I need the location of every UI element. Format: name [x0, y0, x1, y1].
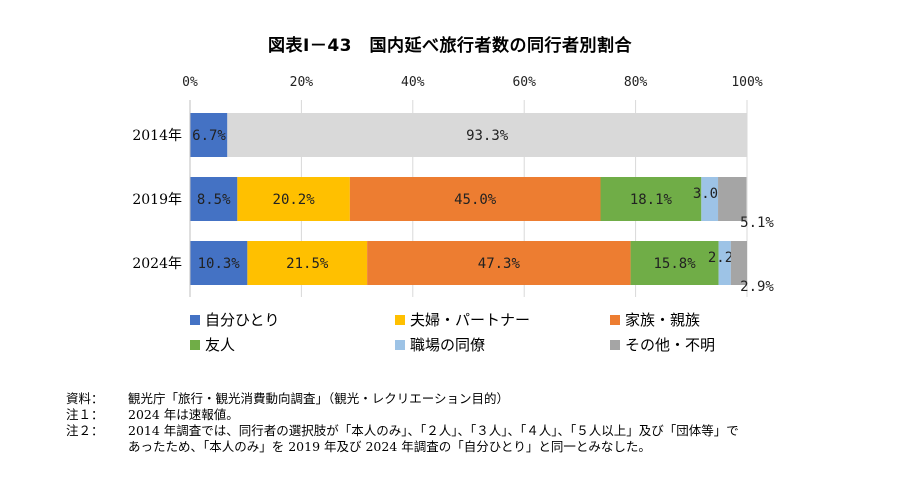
data-label: 20.2%	[273, 192, 316, 208]
bar-segment	[718, 177, 747, 221]
data-label: 2.9%	[740, 279, 774, 295]
data-label: 21.5%	[286, 256, 329, 272]
data-label: 6.7%	[192, 128, 226, 144]
bar-segment	[600, 177, 702, 221]
legend-swatch	[610, 314, 620, 325]
chart-title: 図表Ⅰ－43 国内延べ旅行者数の同行者別割合	[268, 36, 632, 56]
legend-item: その他・不明	[610, 334, 715, 355]
data-label: 45.0%	[454, 192, 497, 208]
category-label: 2014年	[132, 128, 182, 144]
note-1-label: 注１：	[66, 407, 104, 422]
legend-swatch	[395, 339, 405, 350]
source-note: 資料： 観光庁「旅行・観光消費動向調査」（観光・レクリエーション目的）	[66, 391, 886, 407]
legend-label: 家族・親族	[625, 311, 701, 329]
bar-segment	[190, 241, 248, 285]
bar-segment	[630, 241, 719, 285]
data-label: 15.8%	[654, 256, 697, 272]
note-1-text: 2024 年は速報値。	[128, 407, 239, 422]
legend-item: 自分ひとり	[190, 309, 280, 330]
note-2-text: 2014 年調査では、同行者の選択肢が「本人のみ」、「２人」、「３人」、「４人」…	[128, 423, 739, 438]
stacked-bar-chart: 0% 20% 40% 60% 80% 100% 2014年 2019年 2024年 6.7% 93.…	[132, 75, 774, 297]
category-label: 2019年	[132, 192, 182, 208]
data-label: 18.1%	[630, 192, 673, 208]
data-label: 47.3%	[478, 256, 521, 272]
legend-label: 自分ひとり	[205, 311, 280, 329]
bar-segment	[247, 241, 368, 285]
legend-item: 家族・親族	[610, 309, 700, 330]
bar-segment	[190, 177, 238, 221]
legend-swatch	[190, 339, 200, 350]
bar-segment	[190, 113, 228, 157]
data-label: 93.3%	[466, 128, 509, 144]
data-label: 5.1%	[740, 215, 774, 231]
bar-segment	[718, 241, 731, 285]
note-2-label: 注２：	[66, 423, 104, 438]
legend-label: 夫婦・パートナー	[410, 311, 531, 329]
note-2-continuation: あったため、「本人のみ」を 2019 年及び 2024 年調査の「自分ひとり」と…	[128, 439, 651, 454]
legend-label: 職場の同僚	[410, 336, 486, 354]
data-label: 10.3%	[198, 256, 241, 272]
x-tick-label: 20%	[290, 75, 314, 90]
x-tick-label: 0%	[182, 75, 198, 90]
legend-swatch	[190, 314, 200, 325]
data-label: 8.5%	[197, 192, 231, 208]
x-tick-label: 80%	[624, 75, 648, 90]
bar-segment	[227, 113, 748, 157]
bar-segment	[237, 177, 350, 221]
legend-label: 友人	[205, 336, 236, 354]
bar-segment	[349, 177, 601, 221]
legend-swatch	[395, 314, 405, 325]
source-label: 資料：	[66, 391, 104, 406]
legend-swatch	[610, 339, 620, 350]
bar-segment	[701, 177, 719, 221]
bar-segment	[367, 241, 631, 285]
notes: 資料： 観光庁「旅行・観光消費動向調査」（観光・レクリエーション目的） 注１： …	[66, 391, 886, 455]
x-tick-label: 60%	[512, 75, 536, 90]
legend-label: その他・不明	[625, 336, 716, 354]
x-tick-label: 100%	[731, 75, 762, 90]
x-tick-label: 40%	[401, 75, 425, 90]
note-2: 注２： 2014 年調査では、同行者の選択肢が「本人のみ」、「２人」、「３人」、…	[66, 423, 886, 439]
legend-item: 友人	[190, 334, 235, 355]
category-label: 2024年	[132, 256, 182, 272]
note-1: 注１： 2024 年は速報値。	[66, 407, 886, 423]
legend-item: 夫婦・パートナー	[395, 309, 530, 330]
legend-item: 職場の同僚	[395, 334, 485, 355]
source-text: 観光庁「旅行・観光消費動向調査」（観光・レクリエーション目的）	[128, 391, 510, 406]
bar-segment	[730, 241, 747, 285]
